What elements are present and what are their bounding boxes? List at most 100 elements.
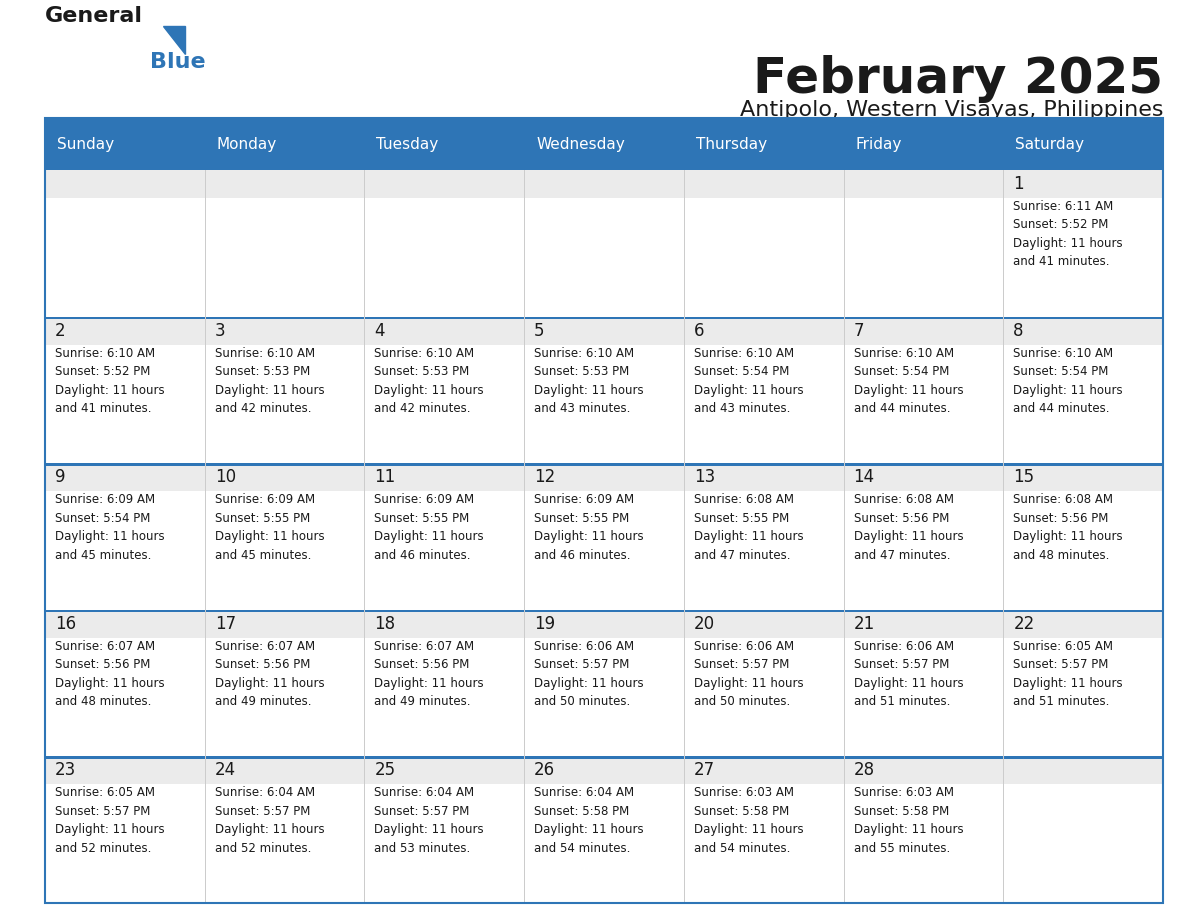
Text: and 51 minutes.: and 51 minutes. (1013, 695, 1110, 709)
Text: Sunrise: 6:10 AM: Sunrise: 6:10 AM (853, 347, 954, 360)
Text: and 44 minutes.: and 44 minutes. (853, 402, 950, 415)
Text: Sunrise: 6:10 AM: Sunrise: 6:10 AM (535, 347, 634, 360)
Text: Daylight: 11 hours: Daylight: 11 hours (55, 677, 165, 689)
Bar (204, 170, 365, 317)
Text: Sunset: 5:54 PM: Sunset: 5:54 PM (853, 365, 949, 378)
Bar (1004, 344, 1163, 464)
Text: Daylight: 11 hours: Daylight: 11 hours (853, 384, 963, 397)
Text: and 41 minutes.: and 41 minutes. (55, 402, 152, 415)
Text: Sunrise: 6:07 AM: Sunrise: 6:07 AM (55, 640, 156, 653)
Text: Sunset: 5:53 PM: Sunset: 5:53 PM (535, 365, 630, 378)
Text: Daylight: 11 hours: Daylight: 11 hours (853, 531, 963, 543)
Bar (524, 756, 684, 903)
Bar (45, 756, 1163, 759)
Text: Sunset: 5:52 PM: Sunset: 5:52 PM (1013, 218, 1108, 231)
Text: Daylight: 11 hours: Daylight: 11 hours (694, 823, 803, 836)
Bar (843, 344, 1004, 464)
Bar (524, 317, 684, 464)
Text: Sunrise: 6:05 AM: Sunrise: 6:05 AM (1013, 640, 1113, 653)
Bar (524, 491, 684, 610)
Text: Sunset: 5:53 PM: Sunset: 5:53 PM (215, 365, 310, 378)
Text: 5: 5 (535, 321, 544, 340)
Text: 23: 23 (55, 761, 76, 779)
Text: Sunrise: 6:09 AM: Sunrise: 6:09 AM (55, 493, 156, 506)
Bar (204, 344, 365, 464)
Bar (204, 638, 365, 756)
Bar (524, 344, 684, 464)
Text: and 51 minutes.: and 51 minutes. (853, 695, 950, 709)
Text: Sunrise: 6:10 AM: Sunrise: 6:10 AM (374, 347, 474, 360)
Text: and 47 minutes.: and 47 minutes. (694, 549, 790, 562)
Bar (684, 610, 843, 756)
Text: and 52 minutes.: and 52 minutes. (215, 842, 311, 855)
Text: Monday: Monday (216, 137, 277, 151)
Text: Daylight: 11 hours: Daylight: 11 hours (1013, 531, 1123, 543)
Bar (45, 317, 1163, 319)
Text: and 54 minutes.: and 54 minutes. (535, 842, 631, 855)
Text: Sunset: 5:57 PM: Sunset: 5:57 PM (535, 658, 630, 671)
Bar (45, 118, 1163, 903)
Bar (684, 170, 843, 317)
Text: Blue: Blue (150, 52, 206, 72)
Bar (524, 610, 684, 756)
Bar (45, 344, 204, 464)
Bar (45, 317, 204, 464)
Bar (365, 491, 524, 610)
Bar (45, 756, 204, 903)
Bar (365, 170, 524, 317)
Text: Daylight: 11 hours: Daylight: 11 hours (535, 823, 644, 836)
Text: and 52 minutes.: and 52 minutes. (55, 842, 151, 855)
Text: Sunset: 5:53 PM: Sunset: 5:53 PM (374, 365, 469, 378)
Text: Sunrise: 6:07 AM: Sunrise: 6:07 AM (374, 640, 474, 653)
Text: 17: 17 (215, 615, 236, 633)
Text: Sunrise: 6:10 AM: Sunrise: 6:10 AM (215, 347, 315, 360)
Bar (843, 198, 1004, 317)
Text: Daylight: 11 hours: Daylight: 11 hours (374, 677, 484, 689)
Text: 1: 1 (1013, 175, 1024, 193)
Text: Daylight: 11 hours: Daylight: 11 hours (55, 531, 165, 543)
Text: Sunset: 5:55 PM: Sunset: 5:55 PM (215, 511, 310, 525)
Text: Sunset: 5:57 PM: Sunset: 5:57 PM (55, 805, 151, 818)
Text: Tuesday: Tuesday (377, 137, 438, 151)
Bar (45, 491, 204, 610)
Text: and 54 minutes.: and 54 minutes. (694, 842, 790, 855)
Bar (843, 756, 1004, 903)
Text: 20: 20 (694, 615, 715, 633)
Text: Daylight: 11 hours: Daylight: 11 hours (374, 531, 484, 543)
Bar (843, 638, 1004, 756)
Bar (204, 491, 365, 610)
Bar (1004, 464, 1163, 610)
Text: Sunset: 5:57 PM: Sunset: 5:57 PM (215, 805, 310, 818)
Text: 7: 7 (853, 321, 864, 340)
Text: and 48 minutes.: and 48 minutes. (55, 695, 151, 709)
Text: Daylight: 11 hours: Daylight: 11 hours (853, 823, 963, 836)
Text: Sunset: 5:55 PM: Sunset: 5:55 PM (694, 511, 789, 525)
Text: Sunrise: 6:06 AM: Sunrise: 6:06 AM (535, 640, 634, 653)
Text: Daylight: 11 hours: Daylight: 11 hours (215, 677, 324, 689)
Text: Sunrise: 6:07 AM: Sunrise: 6:07 AM (215, 640, 315, 653)
Bar (1004, 784, 1163, 903)
Bar (1004, 317, 1163, 464)
Text: Sunrise: 6:11 AM: Sunrise: 6:11 AM (1013, 200, 1113, 213)
Text: Sunset: 5:56 PM: Sunset: 5:56 PM (374, 658, 469, 671)
Bar (684, 464, 843, 610)
Bar (45, 610, 1163, 612)
Text: and 41 minutes.: and 41 minutes. (1013, 255, 1110, 268)
Text: Sunset: 5:58 PM: Sunset: 5:58 PM (535, 805, 630, 818)
Text: 21: 21 (853, 615, 874, 633)
Text: 25: 25 (374, 761, 396, 779)
Text: Sunset: 5:56 PM: Sunset: 5:56 PM (853, 511, 949, 525)
Text: Sunrise: 6:03 AM: Sunrise: 6:03 AM (853, 787, 954, 800)
Bar (365, 756, 524, 903)
Text: Daylight: 11 hours: Daylight: 11 hours (1013, 384, 1123, 397)
Text: 24: 24 (215, 761, 236, 779)
Bar (204, 784, 365, 903)
Text: Sunset: 5:54 PM: Sunset: 5:54 PM (694, 365, 789, 378)
Bar (684, 756, 843, 903)
Text: 16: 16 (55, 615, 76, 633)
Text: 22: 22 (1013, 615, 1035, 633)
Text: and 47 minutes.: and 47 minutes. (853, 549, 950, 562)
Text: Sunset: 5:57 PM: Sunset: 5:57 PM (694, 658, 789, 671)
Bar (45, 638, 204, 756)
Text: Sunrise: 6:04 AM: Sunrise: 6:04 AM (374, 787, 474, 800)
